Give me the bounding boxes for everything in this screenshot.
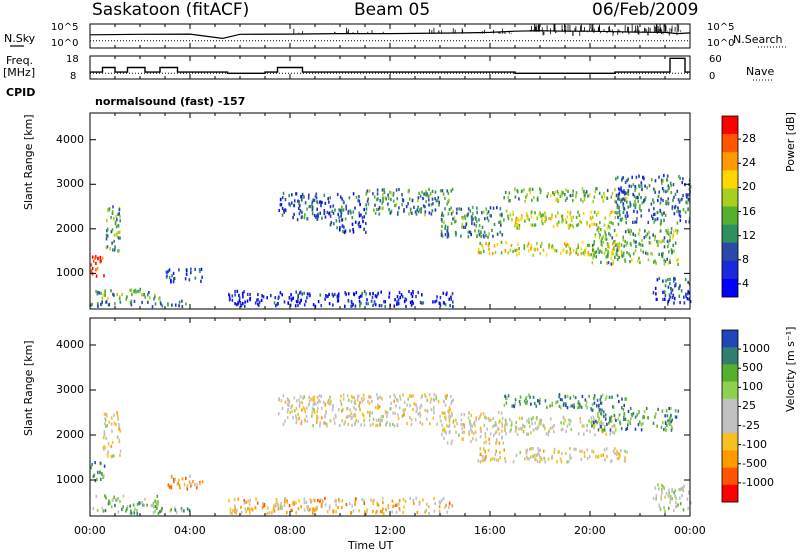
power-colorbar-segment (722, 152, 738, 171)
power-colorbar-segment (722, 224, 738, 243)
velocity-colorbar-segment (722, 450, 738, 468)
velocity-colorbar-tick-label: 100 (742, 380, 763, 394)
velocity-ytick-label: 2000 (56, 428, 84, 441)
nave-right-tick-top: 60 (709, 54, 722, 65)
power-colorbar-frame (721, 115, 739, 298)
power-ytick-label: 2000 (56, 221, 84, 235)
power-colorbar-segment (722, 134, 738, 153)
velocity-colorbar-tick-label: 500 (742, 361, 763, 375)
velocity-colorbar-segment (722, 398, 738, 417)
velocity-colorbar-segment (722, 484, 738, 503)
velocity-colorbar-segment (722, 381, 738, 400)
time-tick-label: 08:00 (274, 524, 306, 537)
power-colorbar-tick-label: 16 (742, 204, 756, 218)
velocity-colorbar-segment (722, 347, 738, 365)
power-colorbar-segment (722, 260, 738, 280)
velocity-colorbar-tick-label: 1000 (742, 342, 770, 356)
power-colorbar-segment (722, 278, 738, 298)
velocity-ytick-label: 1000 (56, 473, 84, 486)
power-colorbar-tick-label: 4 (742, 276, 749, 290)
power-ytick-label: 1000 (56, 266, 84, 280)
station-title: Saskatoon (fitACF) (92, 0, 250, 20)
velocity-colorbar-tick-label: -1000 (742, 475, 774, 489)
velocity-colorbar-frame (721, 329, 739, 503)
velocity-colorbar-tick-label: -100 (742, 437, 767, 451)
velocity-ytick-label: 4000 (56, 338, 84, 351)
velocity-colorbar-segment (722, 433, 738, 451)
power-colorbar-segment (722, 116, 738, 135)
time-tick-label: 00:00 (74, 524, 106, 537)
velocity-ytick-label: 3000 (56, 383, 84, 396)
power-colorbar-segment (722, 206, 738, 225)
velocity-colorbar-tick-label: -500 (742, 456, 767, 470)
velocity-colorbar-segment (722, 364, 738, 382)
nsearch-label: N.Search (733, 33, 783, 46)
power-ytick-label: 3000 (56, 177, 84, 191)
power-colorbar-segment (722, 170, 738, 189)
freq-label-line2: [MHz] (3, 66, 36, 79)
noise-right-tick-bottom: 10^0 (707, 38, 735, 49)
velocity-colorbar-tick-label: -25 (742, 418, 760, 432)
cpid-value: normalsound (fast) -157 (95, 95, 246, 108)
freq-left-tick-top: 18 (66, 54, 79, 65)
velocity-colorbar-segment (722, 330, 738, 348)
power-ytick-label: 4000 (56, 132, 84, 146)
noise-left-tick-top: 10^5 (51, 22, 79, 33)
velocity-colorbar-segment (722, 416, 738, 434)
freq-line (90, 57, 690, 74)
nsky-line (89, 30, 691, 40)
freq-left-tick-bottom: 8 (70, 71, 77, 82)
noise-right-tick-top: 10^5 (707, 22, 735, 33)
power-panel-frame (89, 112, 691, 310)
time-axis-label: Time UT (348, 539, 394, 552)
date-title: 06/Feb/2009 (592, 0, 699, 20)
time-tick-label: 12:00 (374, 524, 406, 537)
velocity-colorbar-segment (722, 467, 738, 486)
power-colorbar-tick-label: 24 (742, 156, 756, 170)
power-colorbar-segment (722, 188, 738, 207)
time-tick-label: 20:00 (574, 524, 606, 537)
time-tick-label: 16:00 (474, 524, 506, 537)
velocity-data (90, 393, 692, 516)
nsky-label: N.Sky (4, 32, 36, 45)
beam-title: Beam 05 (354, 0, 431, 20)
time-tick-label: 04:00 (174, 524, 206, 537)
cpid-label: CPID (6, 86, 36, 99)
nave-label: Nave (746, 65, 775, 78)
power-colorbar-segment (722, 242, 738, 262)
noise-left-tick-bottom: 10^0 (51, 38, 79, 49)
power-colorbar-tick-label: 28 (742, 132, 756, 146)
nave-right-tick-bottom: 0 (709, 71, 716, 82)
power-colorbar-tick-label: 12 (742, 228, 756, 242)
freq-label-line1: Freq. (6, 54, 34, 67)
velocity-colorbar-tick-label: 25 (742, 399, 756, 413)
time-tick-label: 00:00 (674, 524, 706, 537)
power-data (90, 174, 692, 309)
power-colorbar-tick-label: 20 (742, 180, 756, 194)
power-colorbar-tick-label: 8 (742, 252, 749, 266)
